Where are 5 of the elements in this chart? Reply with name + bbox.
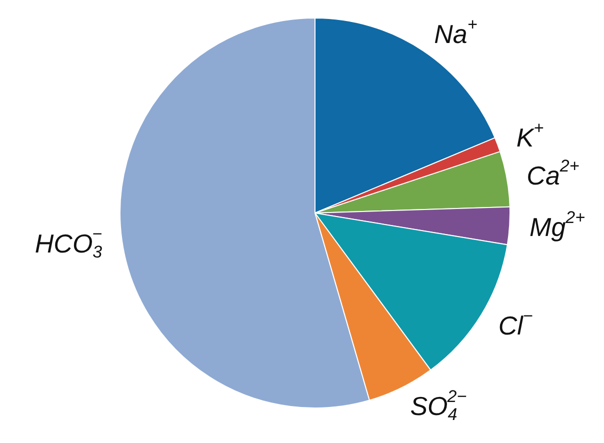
slice-label: Cl$^{−}$: [498, 306, 533, 340]
slice-label: Mg$^{2+}$: [530, 208, 586, 242]
slice-label: Ca$^{2+}$: [526, 156, 580, 190]
slice-label: K$^{+}$: [516, 118, 544, 153]
slice-label: Na$^{+}$: [434, 14, 478, 50]
